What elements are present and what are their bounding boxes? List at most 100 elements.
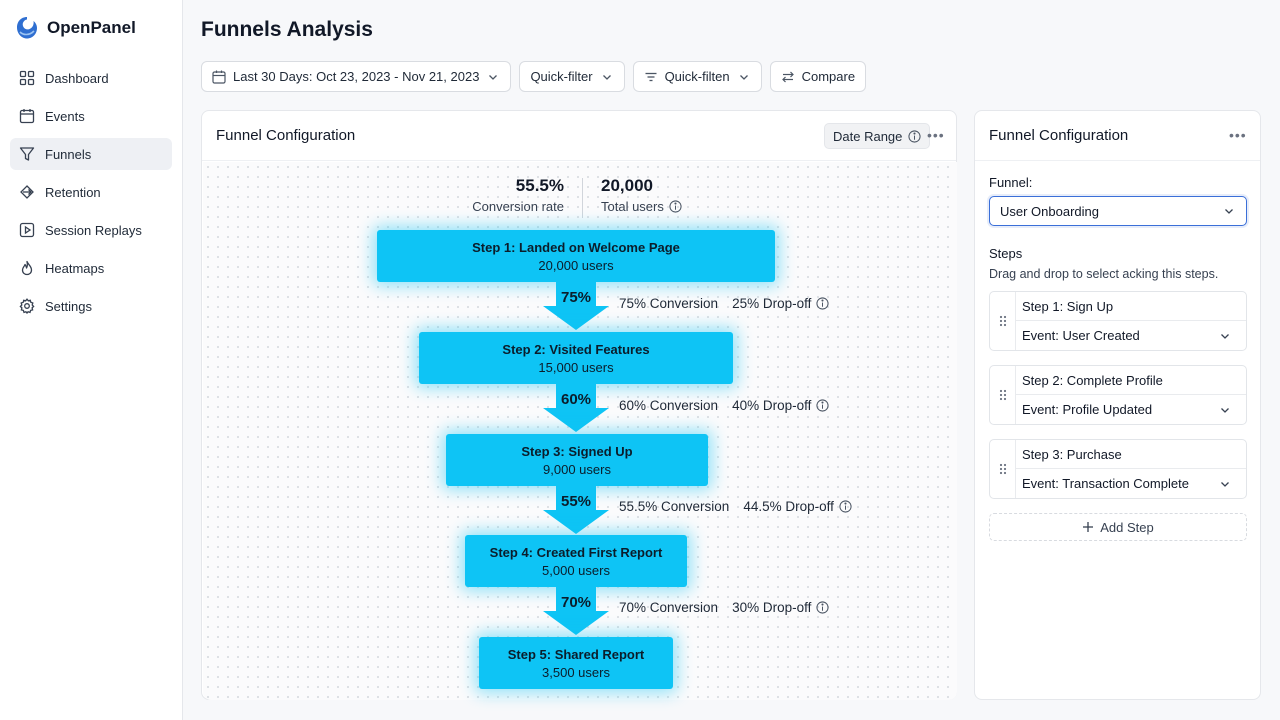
steps-hint: Drag and drop to select acking this step… (989, 267, 1219, 281)
dropoff-group: 30% Drop-off (732, 600, 829, 615)
gear-icon (19, 298, 35, 314)
funnel-configuration-panel: Funnel Configuration ••• Funnel: User On… (974, 110, 1261, 700)
sidebar-item-label: Session Replays (45, 222, 142, 238)
config-step-item[interactable]: Step 3: Purchase Event: Transaction Comp… (989, 439, 1247, 499)
config-step-event-select[interactable]: Event: Profile Updated (1016, 395, 1246, 424)
chevron-down-icon (489, 74, 498, 80)
sidebar-item-retention[interactable]: Retention (10, 176, 172, 208)
swap-arrows-icon (781, 71, 794, 82)
sidebar-nav: Dashboard Events Funnels Retention Sessi… (10, 62, 172, 328)
config-step-event: Event: Transaction Complete (1022, 476, 1189, 491)
config-step-name: Step 1: Sign Up (1016, 292, 1246, 321)
sidebar-item-label: Events (45, 108, 85, 124)
transition-stats-2: 60% Conversion 40% Drop-off (619, 398, 829, 413)
quick-filter-secondary-dropdown[interactable]: Quick-filten (632, 61, 762, 92)
chevron-down-icon (1221, 333, 1229, 339)
more-options-icon[interactable]: ••• (1229, 127, 1247, 143)
funnel-step-title: Step 2: Visited Features (502, 341, 650, 357)
flame-icon (21, 260, 33, 276)
drag-handle-icon[interactable] (990, 366, 1016, 424)
card-title: Funnel Configuration (216, 127, 356, 144)
sidebar-item-session-replays[interactable]: Session Replays (10, 214, 172, 246)
brand[interactable]: OpenPanel (16, 16, 136, 40)
compare-button[interactable]: Compare (769, 61, 867, 92)
info-icon[interactable] (669, 200, 682, 213)
config-step-event-select[interactable]: Event: User Created (1016, 321, 1246, 350)
funnel-step-3[interactable]: Step 3: Signed Up 9,000 users (446, 434, 708, 486)
config-step-item[interactable]: Step 2: Complete Profile Event: Profile … (989, 365, 1247, 425)
plus-icon (1083, 522, 1094, 532)
info-icon[interactable] (816, 297, 829, 310)
conversion-text: 55.5% Conversion (619, 499, 730, 514)
funnel-step-2[interactable]: Step 2: Visited Features 15,000 users (419, 332, 733, 384)
chevron-down-icon (739, 74, 748, 80)
funnel-step-users: 3,500 users (542, 664, 610, 680)
drag-handle-icon[interactable] (990, 292, 1016, 350)
grid-icon (19, 70, 35, 86)
sidebar-item-funnels[interactable]: Funnels (10, 138, 172, 170)
card-header: Funnel Configuration (202, 111, 956, 161)
funnel-visualization-card: Funnel Configuration Date Range ••• 55.5… (201, 110, 957, 700)
conversion-text: 75% Conversion (619, 296, 719, 311)
dropoff-text: 30% Drop-off (732, 600, 812, 615)
transition-stats-1: 75% Conversion 25% Drop-off (619, 296, 829, 311)
quick-filter-label: Quick-filten (664, 69, 730, 84)
quick-filter-dropdown[interactable]: Quick-filter (519, 61, 625, 92)
stat-divider (582, 178, 583, 218)
conversion-text: 60% Conversion (619, 398, 719, 413)
down-arrow-icon (543, 282, 609, 330)
transition-stats-4: 70% Conversion 30% Drop-off (619, 600, 829, 615)
funnel-step-1[interactable]: Step 1: Landed on Welcome Page 20,000 us… (377, 230, 775, 282)
funnel-step-title: Step 5: Shared Report (507, 646, 645, 662)
info-icon[interactable] (816, 601, 829, 614)
config-step-event: Event: Profile Updated (1022, 402, 1153, 417)
dropoff-group: 44.5% Drop-off (743, 499, 852, 514)
sidebar-item-heatmaps[interactable]: Heatmaps (10, 252, 172, 284)
date-range-button-label: Date Range (833, 128, 903, 144)
compare-label: Compare (801, 69, 856, 84)
add-step-button[interactable]: Add Step (989, 513, 1247, 541)
down-arrow-icon (543, 384, 609, 432)
funnel-select[interactable]: User Onboarding (989, 196, 1247, 226)
play-icon (19, 222, 35, 238)
total-users-value: 20,000 (601, 176, 653, 195)
dropoff-text: 25% Drop-off (732, 296, 812, 311)
config-step-event: Event: User Created (1022, 328, 1140, 343)
funnel-step-users: 20,000 users (538, 257, 614, 273)
funnel-arrow-4: 70% (543, 587, 609, 635)
filter-lines-icon (645, 72, 657, 81)
drag-handle-icon[interactable] (990, 440, 1016, 498)
funnel-step-5[interactable]: Step 5: Shared Report 3,500 users (479, 637, 673, 689)
date-range-button[interactable]: Date Range (824, 123, 931, 149)
transition-stats-3: 55.5% Conversion 44.5% Drop-off (619, 499, 852, 514)
sidebar-item-settings[interactable]: Settings (10, 290, 172, 322)
funnel-step-title: Step 1: Landed on Welcome Page (472, 239, 680, 255)
funnel-label: Funnel: (989, 175, 1033, 190)
card-header: Funnel Configuration (975, 111, 1260, 161)
funnel-step-4[interactable]: Step 4: Created First Report 5,000 users (465, 535, 687, 587)
funnel-arrow-2: 60% (543, 384, 609, 432)
funnel-canvas: 55.5% Conversion rate 20,000 Total users… (203, 162, 957, 700)
sidebar-item-dashboard[interactable]: Dashboard (10, 62, 172, 94)
quick-filter-label: Quick-filter (530, 69, 593, 84)
more-options-icon[interactable]: ••• (927, 127, 945, 143)
total-users-stat: 20,000 Total users (601, 176, 682, 214)
calendar-icon (212, 70, 226, 84)
funnel-step-users: 15,000 users (538, 359, 614, 375)
page-title: Funnels Analysis (201, 18, 373, 41)
funnel-arrow-3: 55% (543, 486, 609, 534)
info-icon[interactable] (839, 500, 852, 513)
config-step-event-select[interactable]: Event: Transaction Complete (1016, 469, 1246, 498)
total-users-label: Total users (601, 199, 664, 214)
sidebar-item-events[interactable]: Events (10, 100, 172, 132)
date-range-picker[interactable]: Last 30 Days: Oct 23, 2023 - Nov 21, 202… (201, 61, 512, 92)
down-arrow-icon (543, 587, 609, 635)
info-icon[interactable] (816, 399, 829, 412)
down-arrow-icon (543, 486, 609, 534)
funnel-step-users: 5,000 users (542, 562, 610, 578)
config-step-item[interactable]: Step 1: Sign Up Event: User Created (989, 291, 1247, 351)
sidebar-item-label: Heatmaps (45, 260, 105, 276)
info-icon (908, 129, 921, 143)
conversion-text: 70% Conversion (619, 600, 719, 615)
dropoff-text: 44.5% Drop-off (743, 499, 834, 514)
